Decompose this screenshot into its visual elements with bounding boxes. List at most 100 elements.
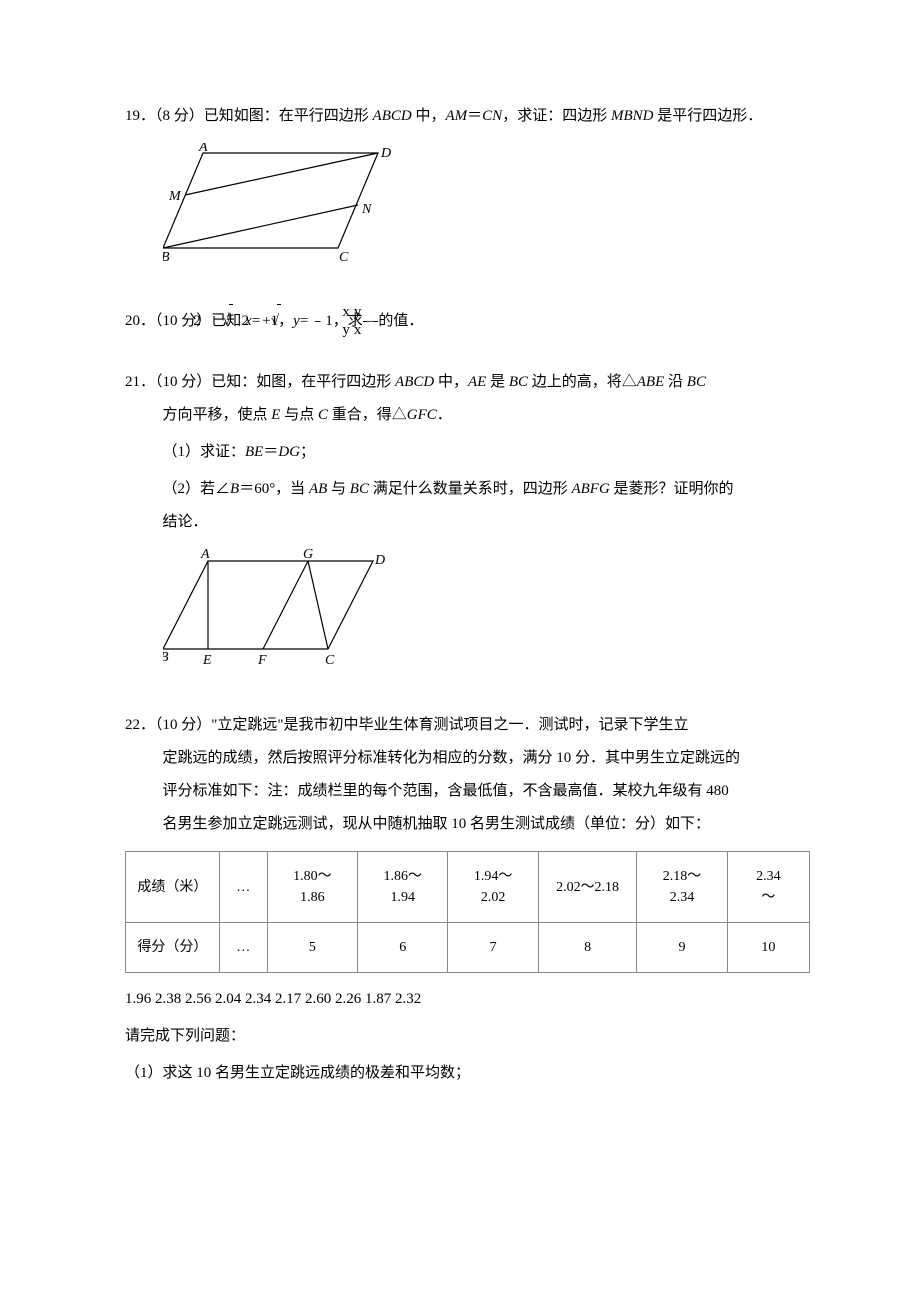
problem-20-stem: 20．（10 分）已知 x=√2+1，y=√2﹣1，求xy–yx的值． (125, 304, 810, 338)
problem-19: 19．（8 分）已知如图：在平行四边形 ABCD 中，AM＝CN，求证：四边形 … (125, 100, 810, 276)
p21-s2: 中， (434, 374, 468, 390)
p21-number: 21． (125, 374, 155, 390)
p19-number: 19． (125, 108, 155, 124)
p19-points: （8 分） (155, 108, 204, 124)
p22-prompt: 请完成下列问题： (125, 1020, 810, 1053)
p19-cn: CN (482, 108, 502, 124)
p19-s4: 是平行四边形． (653, 108, 762, 124)
t-r1c2: … (219, 852, 267, 923)
parallelogram-mbnd-icon: A D B C M N (163, 143, 403, 268)
p21-s3: 是 (486, 374, 509, 390)
svg-text:F: F (257, 653, 267, 668)
t-r1c3: 1.80～ 1.86 (267, 852, 357, 923)
t-r2c3: 5 (267, 923, 357, 973)
p19-s2: 中， (412, 108, 446, 124)
p21-bc2: BC (687, 374, 706, 390)
t-r1c5: 1.94～ 2.02 (448, 852, 538, 923)
p21-sub2-ab: AB (309, 481, 327, 497)
t-r1c8: 2.34 ～ (727, 852, 809, 923)
t-r2c6: 8 (538, 923, 636, 973)
p21-sub2-abfg: ABFG (571, 481, 609, 497)
svg-text:M: M (168, 189, 182, 204)
problem-21: 21．（10 分）已知：如图，在平行四边形 ABCD 中，AE 是 BC 边上的… (125, 366, 810, 682)
p21-s5: 沿 (664, 374, 687, 390)
problem-20: 20．（10 分）已知 x=√2+1，y=√2﹣1，求xy–yx的值． (125, 304, 810, 338)
p21-l2b: 与点 (280, 407, 318, 423)
p22-data-values: 1.96 2.38 2.56 2.04 2.34 2.17 2.60 2.26 … (125, 983, 810, 1016)
t-r2c8: 10 (727, 923, 809, 973)
p21-sub2: （2）若∠B＝60°，当 AB 与 BC 满足什么数量关系时，四边形 ABFG … (125, 473, 810, 539)
svg-text:G: G (303, 549, 313, 562)
t-r2c4: 6 (358, 923, 448, 973)
p21-l2a: 方向平移，使点 (163, 407, 272, 423)
p22-l4: 名男生参加立定跳远测试，现从中随机抽取 10 名男生测试成绩（单位：分）如下： (163, 816, 711, 832)
p20-y: y (293, 313, 300, 329)
p21-s4: 边上的高，将△ (528, 374, 637, 390)
p21-figure: A G D B E F C (163, 549, 811, 682)
svg-text:C: C (325, 653, 335, 668)
svg-text:B: B (163, 250, 170, 265)
problem-19-stem: 19．（8 分）已知如图：在平行四边形 ABCD 中，AM＝CN，求证：四边形 … (125, 100, 810, 133)
p21-sub1-label: （1）求证： (163, 444, 246, 460)
problem-22: 22．（10 分）"立定跳远"是我市初中毕业生体育测试项目之一．测试时，记录下学… (125, 709, 810, 1090)
p21-sub2-b: B (230, 481, 239, 497)
svg-text:E: E (202, 653, 212, 668)
p19-mbnd: MBND (611, 108, 654, 124)
p19-am: AM (445, 108, 467, 124)
p20-eq2: = (300, 313, 308, 329)
p21-s1: 已知：如图，在平行四边形 (211, 374, 395, 390)
p21-bc: BC (509, 374, 528, 390)
svg-text:A: A (200, 549, 210, 562)
p21-gfc: GFC (407, 407, 437, 423)
p21-sub2-mid: 与 (327, 481, 350, 497)
p22-points: （10 分） (155, 717, 211, 733)
p21-sub1-end: ； (300, 444, 315, 460)
p19-s1: 已知如图：在平行四边形 (204, 108, 373, 124)
table-row: 得分（分） … 5 6 7 8 9 10 (126, 923, 810, 973)
p21-c: C (318, 407, 328, 423)
p21-l2c: 重合，得△ (328, 407, 407, 423)
p19-figure: A D B C M N (163, 143, 811, 276)
p19-s3: ，求证：四边形 (502, 108, 611, 124)
p21-points: （10 分） (155, 374, 211, 390)
svg-text:D: D (374, 553, 385, 568)
p21-sub1-eq: ＝ (263, 444, 278, 460)
svg-text:N: N (361, 202, 372, 217)
p21-abe: ABE (637, 374, 665, 390)
t-r2c2: … (219, 923, 267, 973)
p21-sub1-r: DG (278, 444, 300, 460)
p22-l3: 评分标准如下：注：成绩栏里的每个范围，含最低值，不含最高值．某校九年级有 480 (163, 783, 729, 799)
t-r2c7: 9 (637, 923, 727, 973)
p21-ae: AE (468, 374, 486, 390)
p19-abcd: ABCD (373, 108, 412, 124)
p21-sub2-eq: ＝60°，当 (239, 481, 309, 497)
svg-text:C: C (339, 250, 349, 265)
p22-s1: "立定跳远"是我市初中毕业生体育测试项目之一．测试时，记录下学生立 (211, 717, 688, 733)
svg-text:D: D (380, 146, 391, 161)
p21-sub2-bc: BC (350, 481, 369, 497)
p21-l2d: ． (437, 407, 452, 423)
p22-number: 22． (125, 717, 155, 733)
p22-table: 成绩（米） … 1.80～ 1.86 1.86～ 1.94 1.94～ 2.02… (125, 851, 810, 973)
p21-sub1: （1）求证：BE＝DG； (125, 436, 810, 469)
problem-22-stem: 22．（10 分）"立定跳远"是我市初中毕业生体育测试项目之一．测试时，记录下学… (125, 709, 810, 841)
p20-s2: 的值． (378, 313, 423, 329)
p19-eq: ＝ (467, 108, 482, 124)
table-row: 成绩（米） … 1.80～ 1.86 1.86～ 1.94 1.94～ 2.02… (126, 852, 810, 923)
problem-21-stem: 21．（10 分）已知：如图，在平行四边形 ABCD 中，AE 是 BC 边上的… (125, 366, 810, 432)
page: 19．（8 分）已知如图：在平行四边形 ABCD 中，AM＝CN，求证：四边形 … (0, 0, 920, 1302)
p21-sub2-text: 满足什么数量关系时，四边形 (369, 481, 572, 497)
t-r1c7: 2.18～ 2.34 (637, 852, 727, 923)
p20-points: （10 分） (155, 313, 211, 329)
parallelogram-abfg-icon: A G D B E F C (163, 549, 393, 674)
p22-l2: 定跳远的成绩，然后按照评分标准转化为相应的分数，满分 10 分．其中男生立定跳远… (163, 750, 741, 766)
p20-number: 20． (125, 313, 155, 329)
p21-sub2-end2: 结论． (163, 514, 208, 530)
svg-text:A: A (198, 143, 208, 155)
t-r2c5: 7 (448, 923, 538, 973)
p21-sub1-l: BE (245, 444, 263, 460)
t-r1c4: 1.86～ 1.94 (358, 852, 448, 923)
p20-minus: – (367, 313, 375, 329)
p22-sub1: （1）求这 10 名男生立定跳远成绩的极差和平均数； (125, 1057, 810, 1090)
t-r2c1: 得分（分） (126, 923, 220, 973)
